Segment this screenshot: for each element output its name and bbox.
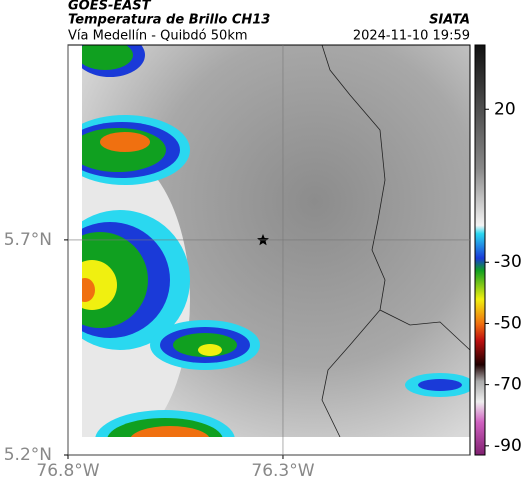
satellite-image [82,45,470,437]
source: GOES-EAST [68,0,152,14]
colorbar-tick-label: -90 [494,436,522,456]
subtitle: Vía Medellín - Quibdó 50km [68,29,248,44]
colorbar-tick-label: -70 [494,375,522,395]
y-tick-label: 5.7°N [4,230,52,250]
x-tick-label: 76.8°W [36,461,99,481]
colorbar-tick-label: -30 [494,252,522,272]
colorbar-tick-label: -50 [494,313,522,333]
colorbar-tick-label: 20 [494,99,516,119]
colorbar [474,44,486,456]
y-tick-label: 5.2°N [4,445,52,465]
border [321,45,470,437]
timestamp: 2024-11-10 19:59 [353,29,470,44]
agency: SIATA [429,13,470,28]
x-tick-label: 76.3°W [251,461,314,481]
cloud-cells [82,45,470,437]
title: Temperatura de Brillo CH13 [68,13,270,28]
